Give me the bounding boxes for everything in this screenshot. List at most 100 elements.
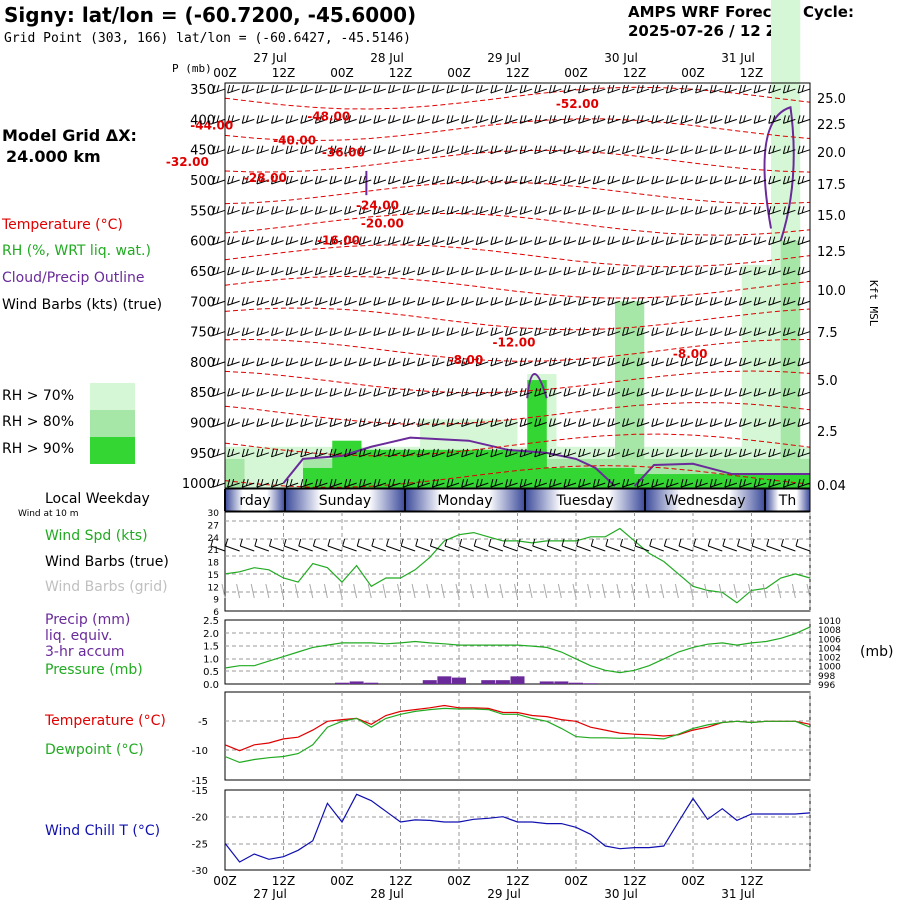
- temperature-contour-label: -44.00: [190, 118, 233, 132]
- wind-barb-staff: [607, 300, 621, 306]
- wind-barb-flag: [373, 206, 377, 215]
- wind-barb-staff: [285, 331, 299, 337]
- wind-barb-staff: [578, 391, 591, 397]
- wind-barb-flag: [461, 297, 465, 306]
- wind-barb-staff: [651, 88, 664, 94]
- wind-barb-staff: [344, 300, 357, 306]
- wind-barb-staff: [519, 300, 533, 306]
- rh-shade-13: [634, 474, 810, 488]
- wind-barb-4-21: [314, 206, 328, 215]
- wind-barb-6-96: [680, 266, 694, 276]
- wind-barb-flag: [392, 327, 395, 335]
- wind-barb-1-93: [665, 115, 679, 124]
- wind-barb-flag: [757, 297, 761, 305]
- wind-barb-flag: [431, 448, 435, 457]
- wind-barb-staff: [344, 209, 357, 215]
- wind-barb-12-30: [358, 448, 372, 458]
- wind-barb-staff: [651, 482, 664, 488]
- pressure-tick-label: 350: [190, 83, 215, 98]
- wind-barb-flag: [695, 388, 699, 397]
- wind-barb-flag: [333, 84, 337, 93]
- wind-barb-flag: [684, 206, 688, 214]
- wind-barb-10-15: [285, 388, 299, 397]
- wind-barb-staff: [783, 118, 796, 124]
- wind-barb-6-45: [431, 266, 445, 276]
- pressure-tick: 998: [818, 672, 835, 682]
- wind-barb-flag: [699, 327, 703, 335]
- wind-barb-flag: [801, 115, 805, 123]
- wind-barb-flag: [256, 175, 260, 185]
- wind-barb-0-0: [212, 84, 226, 94]
- wind-barb-flag: [450, 327, 454, 335]
- wind-barb-flag: [505, 327, 508, 336]
- wind-barb-1-60: [505, 115, 518, 124]
- wind-barb-flag: [519, 327, 523, 336]
- wind-barb-4-6: [241, 206, 255, 215]
- wind-barb-true-flag: [444, 538, 448, 547]
- wind-barb-flag: [227, 236, 231, 245]
- wind-barb-staff: [724, 240, 738, 246]
- wind-barb-flag: [728, 479, 732, 487]
- wind-barb-10-12: [271, 388, 284, 397]
- wind-barb-8-6: [241, 327, 255, 337]
- wind-barb-13-102: [709, 479, 723, 488]
- wind-barb-flag: [680, 84, 684, 94]
- wind-barb-flag: [388, 145, 391, 154]
- wind-barb-flag: [227, 266, 231, 276]
- wind-barb-flag: [260, 175, 264, 184]
- wind-barb-2-99: [695, 145, 708, 155]
- wind-barb-4-69: [548, 206, 562, 215]
- wind-barb-flag: [275, 206, 278, 214]
- wind-barb-10-42: [417, 388, 430, 397]
- wind-barb-staff: [593, 482, 606, 488]
- wind-barb-staff: [359, 422, 372, 427]
- wind-barb-flag: [285, 145, 289, 154]
- wind-barb-flag: [695, 206, 699, 215]
- wind-barb-true: [313, 545, 328, 552]
- wind-barb-8-105: [724, 327, 738, 337]
- wind-barb-1-15: [285, 115, 299, 124]
- wind-barb-flag: [709, 115, 713, 124]
- wind-barb-8-96: [680, 327, 694, 337]
- legend-temperature: Temperature (°C): [2, 217, 123, 233]
- wind-barb-11-48: [446, 418, 460, 427]
- wind-barb-4-36: [388, 206, 401, 215]
- wind-barb-11-99: [695, 418, 708, 427]
- bottom-date-label: 28 Jul: [370, 887, 404, 900]
- wind-barb-flag: [465, 115, 469, 123]
- wind-barb-staff: [695, 482, 708, 488]
- wind-barb-staff: [797, 149, 811, 155]
- wind-barb-8-114: [768, 327, 781, 337]
- wind-barb-6-102: [709, 266, 723, 276]
- wind-barb-1-9: [256, 115, 270, 124]
- wind-barb-flag: [388, 175, 391, 185]
- wind-barb-3-87: [636, 175, 650, 185]
- top-time-tick: 12Z: [623, 66, 647, 80]
- temperature-contour-label: -16.00: [317, 234, 360, 248]
- wind-barb-flag: [245, 448, 249, 456]
- wind-barb-11-60: [505, 418, 518, 427]
- wind-barb-11-81: [607, 418, 621, 427]
- wind-barb-2-120: [797, 145, 811, 155]
- wind-barb-staff: [753, 240, 767, 246]
- wind-barb-flag: [578, 115, 582, 124]
- wind-barb-flag: [475, 84, 479, 94]
- wind-barb-12-117: [782, 448, 796, 458]
- wind-barb-flag: [753, 448, 757, 457]
- precip-label-1: Precip (mm): [45, 612, 131, 628]
- pressure-tick-label: 400: [190, 113, 215, 128]
- wind-barb-flag: [665, 418, 669, 427]
- wind-barb-flag: [665, 115, 669, 124]
- wind-barb-flag: [782, 115, 786, 124]
- wind-barb-flag: [435, 357, 439, 366]
- wind-barb-flag: [753, 479, 757, 488]
- wind-barb-11-108: [739, 418, 752, 427]
- wind-barb-1-24: [329, 115, 343, 124]
- isotherm-10: [224, 402, 811, 425]
- precip-label-2: liq. equiv.: [45, 628, 113, 644]
- wind-barb-12-36: [388, 448, 401, 458]
- wind-barb-6-42: [417, 266, 430, 276]
- wind-barb-flag: [271, 357, 274, 367]
- pressure-tick-label: 600: [190, 235, 215, 250]
- wind-barb-staff: [461, 179, 474, 185]
